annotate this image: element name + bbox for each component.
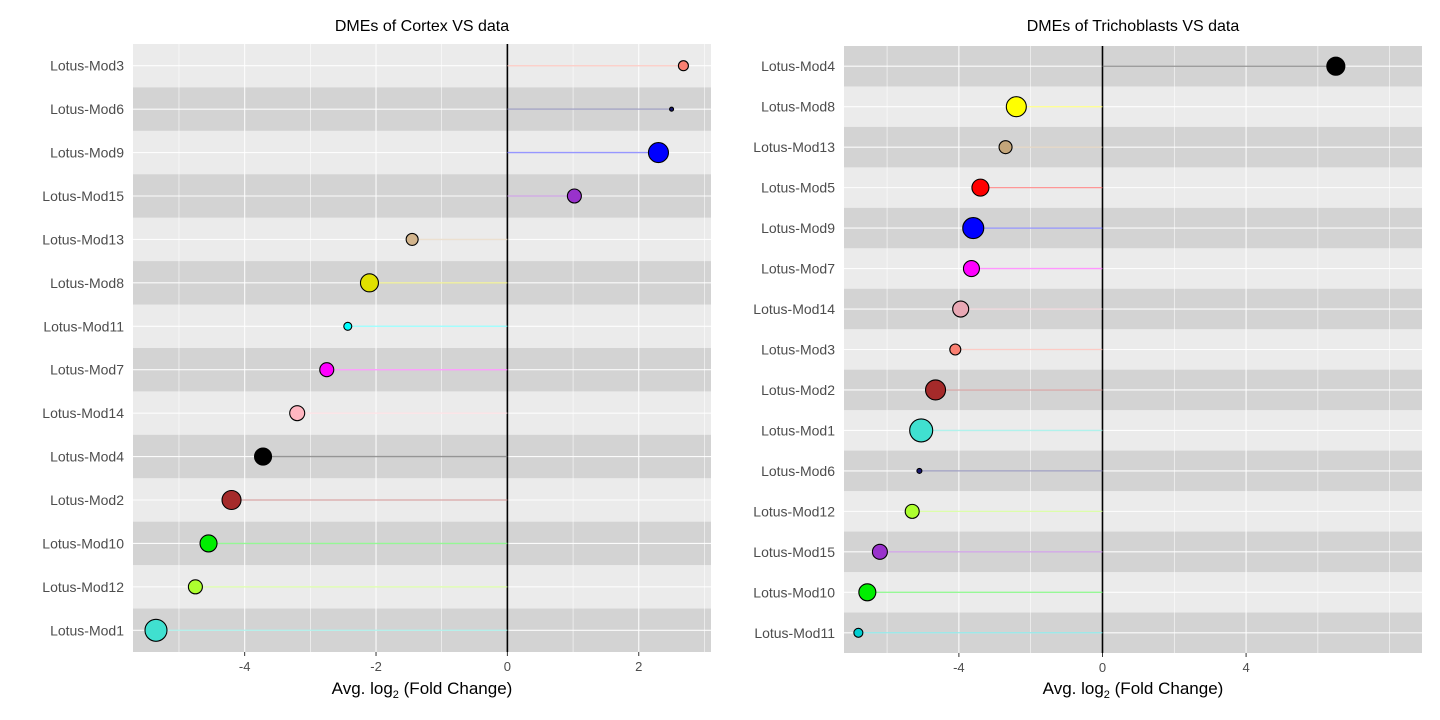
trichoblasts-panel: DMEs of Trichoblasts VS data Lotus-Mod4L…	[753, 18, 1422, 701]
cortex-category-labels: Lotus-Mod3 Lotus-Mod6 Lotus-Mod9 Lotus-Mod1…	[42, 58, 124, 639]
trichoblasts-category-label: Lotus-Mod10	[753, 584, 835, 600]
cortex-xlabel-main: Avg. log	[332, 679, 393, 698]
cortex-point	[647, 142, 670, 164]
trichoblasts-point	[924, 379, 947, 401]
trichoblasts-category-label: Lotus-Mod6	[761, 463, 835, 479]
trichoblasts-point	[971, 178, 990, 197]
cortex-category-label: Lotus-Mod13	[42, 231, 124, 247]
trichoblasts-point	[909, 418, 934, 443]
cortex-point	[359, 273, 380, 293]
trichoblasts-point	[962, 217, 985, 240]
trichoblasts-stems	[858, 65, 1336, 634]
trichoblasts-point	[998, 140, 1013, 155]
trichoblasts-category-label: Lotus-Mod5	[761, 180, 835, 196]
cortex-category-label: Lotus-Mod11	[43, 318, 124, 334]
cortex-point	[221, 489, 242, 511]
cortex-point	[343, 321, 353, 331]
trichoblasts-point	[952, 300, 970, 318]
cortex-category-label: Lotus-Mod7	[50, 362, 124, 378]
cortex-category-label: Lotus-Mod4	[50, 449, 124, 465]
cortex-category-label: Lotus-Mod3	[50, 58, 124, 74]
trichoblasts-point	[949, 343, 962, 356]
trichoblasts-chart-title: DMEs of Trichoblasts VS data	[1027, 18, 1240, 35]
trichoblasts-category-label: Lotus-Mod15	[753, 544, 835, 560]
trichoblasts-category-label: Lotus-Mod12	[753, 503, 835, 519]
trichoblasts-category-labels: Lotus-Mod4 Lotus-Mod8 Lotus-Mod13 Lotus-Mod…	[753, 58, 835, 641]
cortex-x-tick-label: 2	[635, 659, 642, 674]
trichoblasts-category-label: Lotus-Mod14	[753, 301, 835, 317]
cortex-point	[669, 106, 675, 112]
trichoblasts-point	[904, 503, 920, 519]
trichoblasts-x-tick-label: 4	[1242, 660, 1249, 675]
cortex-xlabel-sub: 2	[393, 689, 399, 701]
cortex-stems	[155, 65, 684, 631]
cortex-point	[566, 188, 582, 204]
trichoblasts-category-label: Lotus-Mod3	[761, 342, 835, 358]
trichoblasts-category-label: Lotus-Mod11	[754, 625, 835, 641]
trichoblasts-category-label: Lotus-Mod13	[753, 139, 835, 155]
trichoblasts-x-ticks: -4 0 4	[953, 653, 1250, 675]
trichoblasts-point	[871, 543, 888, 560]
cortex-point	[253, 447, 273, 466]
cortex-xlabel-rest: (Fold Change)	[399, 679, 512, 698]
cortex-x-tick-label: -4	[239, 659, 251, 674]
trichoblasts-x-tick-label: 0	[1099, 660, 1106, 675]
cortex-point	[144, 618, 168, 642]
cortex-category-label: Lotus-Mod2	[50, 492, 124, 508]
cortex-chart-title: DMEs of Cortex VS data	[335, 18, 509, 35]
cortex-category-label: Lotus-Mod10	[42, 535, 124, 551]
trichoblasts-points	[853, 56, 1346, 638]
trichoblasts-category-label: Lotus-Mod2	[761, 382, 835, 398]
trichoblasts-category-label: Lotus-Mod4	[761, 58, 835, 74]
cortex-category-label: Lotus-Mod9	[50, 145, 124, 161]
cortex-points	[144, 60, 689, 642]
trichoblasts-category-label: Lotus-Mod9	[761, 220, 835, 236]
trichoblasts-category-label: Lotus-Mod7	[761, 261, 835, 277]
cortex-category-label: Lotus-Mod6	[50, 101, 124, 117]
cortex-point	[199, 534, 218, 553]
cortex-category-label: Lotus-Mod15	[42, 188, 124, 204]
cortex-row-bands	[133, 44, 711, 652]
cortex-category-label: Lotus-Mod8	[50, 275, 124, 291]
trichoblasts-x-tick-label: -4	[953, 660, 965, 675]
trichoblasts-point	[1005, 96, 1027, 118]
trichoblasts-point	[1326, 56, 1346, 76]
trichoblasts-point	[916, 467, 923, 474]
trichoblasts-category-label: Lotus-Mod8	[761, 99, 835, 115]
cortex-category-label: Lotus-Mod1	[50, 622, 124, 638]
cortex-x-tick-label: 0	[504, 659, 511, 674]
trichoblasts-point	[962, 260, 980, 278]
cortex-point	[405, 232, 419, 246]
cortex-category-label: Lotus-Mod14	[42, 405, 124, 421]
cortex-point	[319, 362, 335, 378]
cortex-point	[187, 579, 203, 595]
cortex-x-ticks: -4 -2 0 2	[239, 652, 642, 674]
cortex-category-label: Lotus-Mod12	[42, 579, 124, 595]
trichoblasts-xlabel-main: Avg. log	[1043, 679, 1104, 698]
trichoblasts-xlabel-rest: (Fold Change)	[1110, 679, 1223, 698]
trichoblasts-point	[858, 583, 877, 602]
trichoblasts-point	[853, 627, 864, 638]
cortex-panel: DMEs of Cortex VS data Lotus-Mod3Lotus-M…	[42, 18, 711, 701]
trichoblasts-x-axis-title: Avg. log2 (Fold Change)	[1043, 679, 1224, 701]
cortex-x-axis-title: Avg. log2 (Fold Change)	[332, 679, 513, 701]
cortex-point	[677, 60, 689, 72]
trichoblasts-xlabel-sub: 2	[1104, 689, 1110, 701]
trichoblasts-category-label: Lotus-Mod1	[761, 422, 835, 438]
cortex-point	[289, 405, 306, 422]
cortex-x-tick-label: -2	[370, 659, 382, 674]
